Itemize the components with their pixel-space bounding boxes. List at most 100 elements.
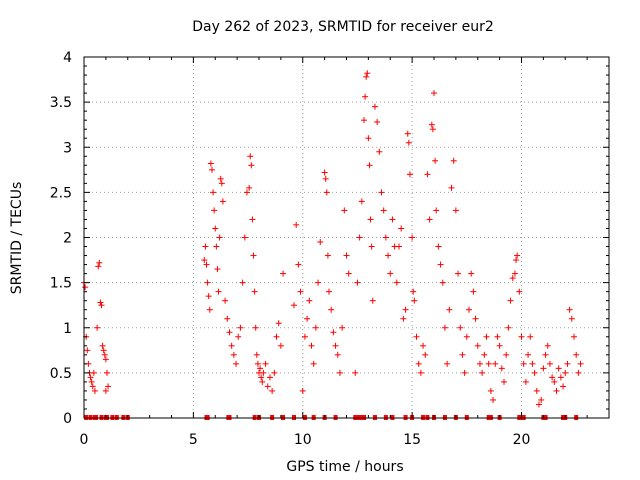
data-point bbox=[271, 369, 278, 376]
data-point bbox=[476, 360, 483, 367]
data-point bbox=[291, 302, 297, 309]
data-point bbox=[514, 252, 521, 259]
data-point bbox=[215, 288, 222, 295]
data-point bbox=[315, 279, 322, 286]
data-point bbox=[562, 369, 569, 376]
data-point bbox=[277, 342, 284, 349]
data-point bbox=[322, 175, 329, 182]
data-point bbox=[299, 387, 306, 394]
data-point bbox=[97, 299, 104, 306]
data-point bbox=[369, 297, 376, 304]
data-point bbox=[527, 333, 534, 340]
data-point bbox=[385, 252, 392, 259]
data-point bbox=[466, 306, 472, 313]
data-point bbox=[295, 261, 302, 268]
data-point bbox=[455, 270, 462, 277]
data-point bbox=[544, 342, 551, 349]
data-point bbox=[468, 270, 475, 277]
data-point bbox=[324, 252, 331, 259]
data-point bbox=[363, 73, 370, 80]
x-tick-label: 0 bbox=[80, 432, 89, 448]
data-point bbox=[444, 360, 451, 367]
data-point bbox=[204, 279, 211, 286]
data-point bbox=[492, 360, 499, 367]
data-point bbox=[275, 320, 282, 327]
data-point bbox=[402, 306, 409, 313]
data-point bbox=[217, 175, 224, 182]
data-marks bbox=[81, 70, 584, 408]
data-point bbox=[226, 329, 233, 336]
data-point bbox=[536, 401, 542, 408]
data-point bbox=[297, 288, 304, 295]
data-point bbox=[400, 315, 407, 322]
data-point bbox=[463, 333, 470, 340]
data-point bbox=[450, 157, 457, 164]
data-point bbox=[233, 360, 240, 367]
data-point bbox=[374, 118, 381, 125]
data-point bbox=[389, 216, 396, 223]
data-point bbox=[230, 351, 237, 358]
data-point bbox=[94, 324, 101, 331]
data-point bbox=[235, 333, 242, 340]
data-point bbox=[306, 297, 313, 304]
data-point bbox=[529, 360, 536, 367]
data-point bbox=[553, 387, 560, 394]
data-point bbox=[542, 351, 549, 358]
data-point bbox=[560, 383, 567, 390]
data-point bbox=[249, 216, 256, 223]
data-point bbox=[98, 302, 105, 309]
y-tick-label: 4 bbox=[63, 50, 72, 66]
data-point bbox=[518, 333, 525, 340]
data-point bbox=[417, 369, 424, 376]
data-point bbox=[321, 169, 328, 176]
data-point bbox=[520, 360, 527, 367]
data-point bbox=[393, 279, 400, 286]
data-point bbox=[90, 369, 97, 376]
data-point bbox=[213, 243, 220, 250]
data-point bbox=[496, 342, 503, 349]
data-point bbox=[206, 306, 213, 313]
data-point bbox=[89, 383, 96, 390]
data-point bbox=[446, 306, 453, 313]
data-point bbox=[95, 263, 102, 270]
data-point bbox=[433, 207, 440, 214]
data-point bbox=[498, 365, 505, 372]
data-point bbox=[487, 387, 494, 394]
data-point bbox=[312, 324, 319, 331]
data-point bbox=[531, 369, 538, 376]
data-point bbox=[382, 234, 389, 241]
data-point bbox=[214, 266, 221, 273]
data-point bbox=[380, 207, 387, 214]
data-point bbox=[224, 315, 231, 322]
data-point bbox=[378, 189, 385, 196]
x-axis-title: GPS time / hours bbox=[286, 459, 403, 475]
data-point bbox=[280, 270, 287, 277]
data-point bbox=[409, 234, 416, 241]
y-tick-label: 3 bbox=[63, 140, 72, 156]
data-point bbox=[99, 342, 106, 349]
data-point bbox=[228, 342, 235, 349]
data-point bbox=[310, 360, 317, 367]
data-point bbox=[216, 234, 223, 241]
data-point bbox=[237, 324, 244, 331]
data-point bbox=[549, 374, 556, 381]
data-point bbox=[459, 351, 466, 358]
axis-ticks: 0 0.5 1 1.5 2 2.5 3 3.5 4 0 5 10 15 20 bbox=[50, 50, 610, 448]
data-point bbox=[494, 333, 501, 340]
data-point bbox=[332, 342, 339, 349]
data-point bbox=[352, 369, 359, 376]
data-point bbox=[439, 279, 446, 286]
data-point bbox=[376, 148, 383, 155]
data-point bbox=[84, 347, 91, 354]
data-point bbox=[503, 351, 510, 358]
data-point bbox=[406, 171, 413, 178]
data-point bbox=[435, 243, 442, 250]
data-point bbox=[366, 162, 373, 169]
data-point bbox=[501, 378, 507, 385]
data-point bbox=[87, 374, 94, 381]
data-point bbox=[219, 198, 226, 205]
data-point bbox=[364, 70, 371, 77]
y-axis-title: SRMTID / TECUs bbox=[9, 182, 25, 295]
data-point bbox=[202, 243, 209, 250]
data-point bbox=[540, 365, 547, 372]
